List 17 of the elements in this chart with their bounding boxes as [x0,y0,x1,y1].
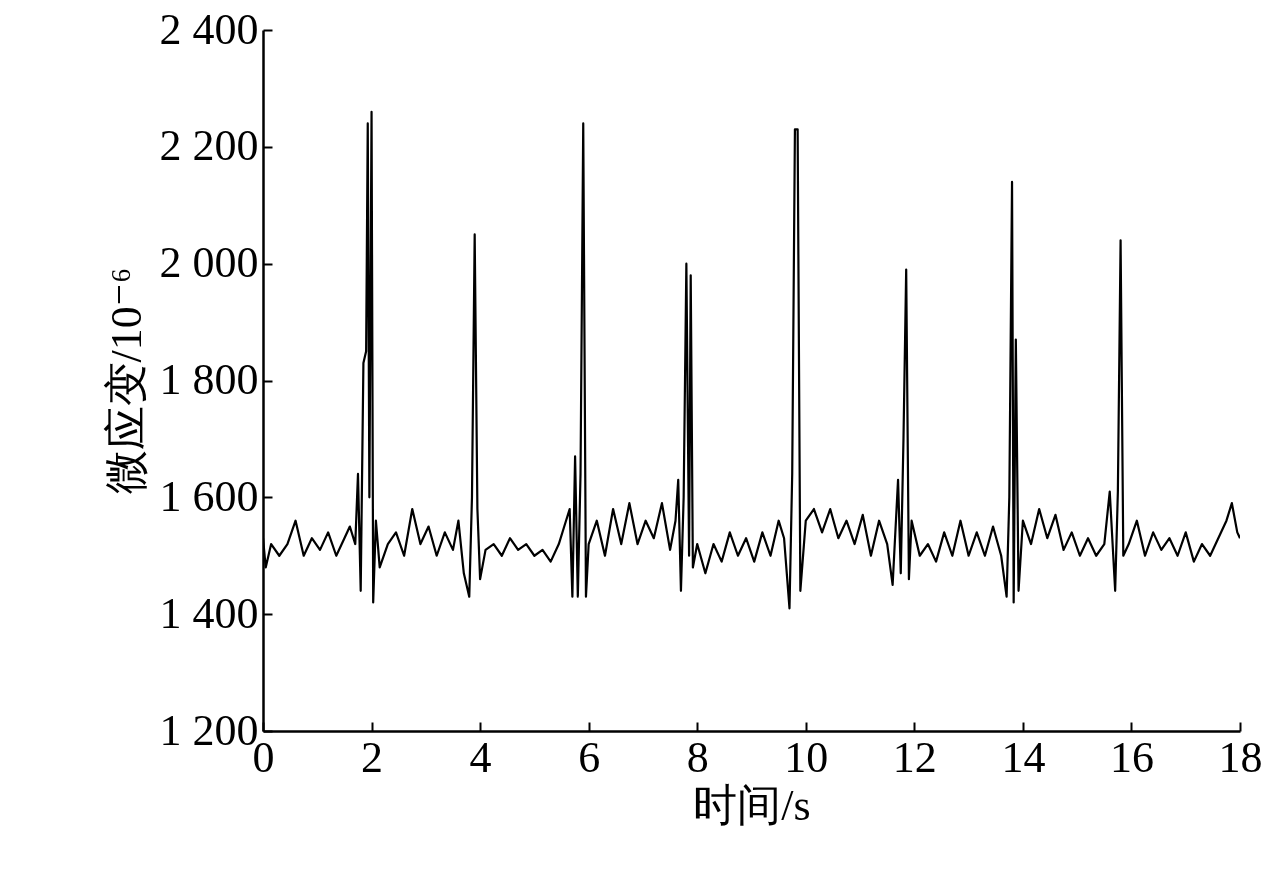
x-tick-label: 6 [578,732,601,782]
x-tick-label: 8 [686,732,709,782]
x-axis-title: 时间/s [693,780,811,830]
y-axis-title: 微应变/10⁻⁶ [101,267,151,495]
x-tick-label: 4 [469,732,492,782]
x-tick-label: 18 [1218,732,1263,782]
x-tick-label: 16 [1109,732,1154,782]
x-tick-label: 10 [784,732,829,782]
x-tick-label: 14 [1001,732,1046,782]
y-tick-label: 2 400 [159,4,259,54]
x-tick-label: 2 [361,732,384,782]
y-tick-label: 2 000 [159,238,259,288]
y-tick-label: 1 800 [159,355,259,404]
y-tick-label: 2 200 [159,121,259,171]
y-tick-label: 1 600 [159,471,259,521]
x-tick-label: 12 [892,732,937,782]
y-tick-label: 1 400 [159,588,259,638]
